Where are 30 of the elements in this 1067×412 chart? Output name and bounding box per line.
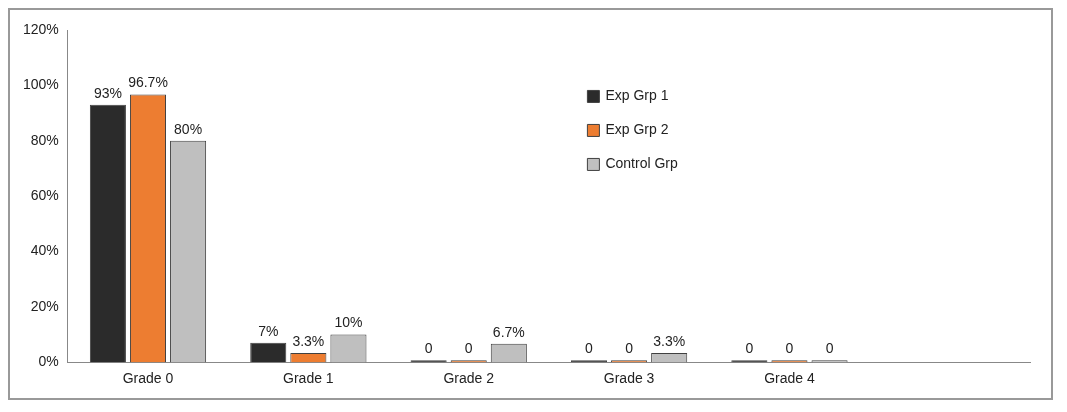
data-label: 96.7%	[128, 74, 168, 91]
legend-label: Exp Grp 2	[605, 121, 669, 138]
data-label: 0	[825, 340, 834, 357]
x-tick-label: Grade 4	[764, 370, 815, 387]
data-label: 7%	[258, 322, 279, 339]
data-label: 0	[745, 340, 754, 357]
legend-label: Exp Grp 1	[605, 87, 669, 104]
data-label: 80%	[174, 120, 203, 137]
y-tick-label: 100%	[22, 76, 59, 93]
x-tick-label: Grade 0	[122, 370, 174, 387]
legend-label: Control Grp	[605, 155, 678, 172]
x-tick-label: Grade 2	[443, 370, 495, 387]
data-label: 93%	[93, 84, 122, 101]
x-tick-label: Grade 3	[603, 370, 655, 387]
data-label: 3.3%	[292, 332, 325, 349]
y-tick-label: 20%	[30, 297, 59, 314]
data-label: 6.7%	[492, 323, 525, 340]
x-tick-label: Grade 1	[283, 370, 334, 387]
data-label: 0	[625, 340, 634, 357]
data-label: 0	[424, 340, 433, 357]
data-label: 10%	[334, 314, 363, 331]
y-tick-label: 80%	[30, 131, 59, 148]
data-label: 3.3%	[653, 332, 686, 349]
data-label: 0	[785, 340, 794, 357]
y-tick-label: 60%	[30, 186, 59, 203]
y-tick-label: 120%	[22, 20, 59, 37]
y-tick-label: 40%	[30, 242, 59, 259]
data-label: 0	[585, 340, 594, 357]
data-label: 0	[464, 340, 473, 357]
y-tick-label: 0%	[38, 353, 59, 370]
